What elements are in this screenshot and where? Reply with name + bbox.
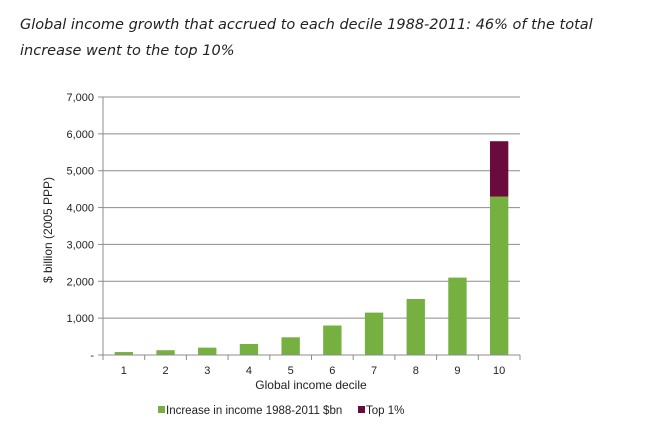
- x-tick-label: 8: [413, 365, 419, 377]
- x-tick-label: 2: [162, 365, 168, 377]
- y-tick-label: 1,000: [66, 313, 94, 325]
- bar-increase-in-income: [198, 347, 217, 355]
- y-tick-label: 5,000: [66, 166, 94, 178]
- bar-increase-in-income: [281, 337, 300, 355]
- chart-title: Global income growth that accrued to eac…: [20, 17, 593, 59]
- x-tick-label: 7: [371, 365, 377, 377]
- bar-increase-in-income: [489, 196, 509, 355]
- bar-increase-in-income: [323, 325, 342, 355]
- bar-increase-in-income: [448, 277, 467, 355]
- x-tick-label: 5: [288, 365, 294, 377]
- bar-top-1-percent: [489, 141, 509, 197]
- x-tick-label: 3: [204, 365, 210, 377]
- x-tick-label: 9: [454, 365, 460, 377]
- y-tick-label: -: [90, 350, 94, 362]
- x-axis: 1 2 3 4 5 6 7 8 9 10: [102, 354, 521, 377]
- bar-increase-in-income: [114, 352, 134, 355]
- y-tick-label: 2,000: [66, 276, 94, 288]
- y-axis-label: $ billion (2005 PPP): [41, 177, 55, 283]
- legend-swatch-top-1: [358, 406, 365, 413]
- y-tick-label: 3,000: [66, 239, 94, 251]
- x-tick-label: 6: [329, 365, 335, 377]
- y-tick-label: 7,000: [66, 92, 94, 104]
- bar-increase-in-income: [239, 343, 259, 355]
- bar-increase-in-income: [406, 298, 425, 355]
- legend-label-increase: Increase in income 1988-2011 $bn: [166, 405, 342, 417]
- bar-increase-in-income: [364, 312, 384, 355]
- bar-increase-in-income: [156, 350, 175, 355]
- bar-group: [114, 141, 509, 355]
- x-tick-label: 1: [121, 365, 127, 377]
- legend: Increase in income 1988-2011 $bn Top 1%: [158, 405, 404, 417]
- x-axis-label: Global income decile: [255, 378, 367, 392]
- legend-label-top-1: Top 1%: [366, 405, 404, 417]
- legend-swatch-increase: [158, 406, 165, 413]
- y-tick-label: 6,000: [66, 129, 94, 141]
- x-tick-label: 10: [493, 365, 505, 377]
- x-tick-label: 4: [246, 365, 252, 377]
- y-axis-ticks: - 1,000 2,000 3,000 4,000 5,000 6,000 7,000: [66, 92, 104, 362]
- y-tick-label: 4,000: [66, 203, 94, 215]
